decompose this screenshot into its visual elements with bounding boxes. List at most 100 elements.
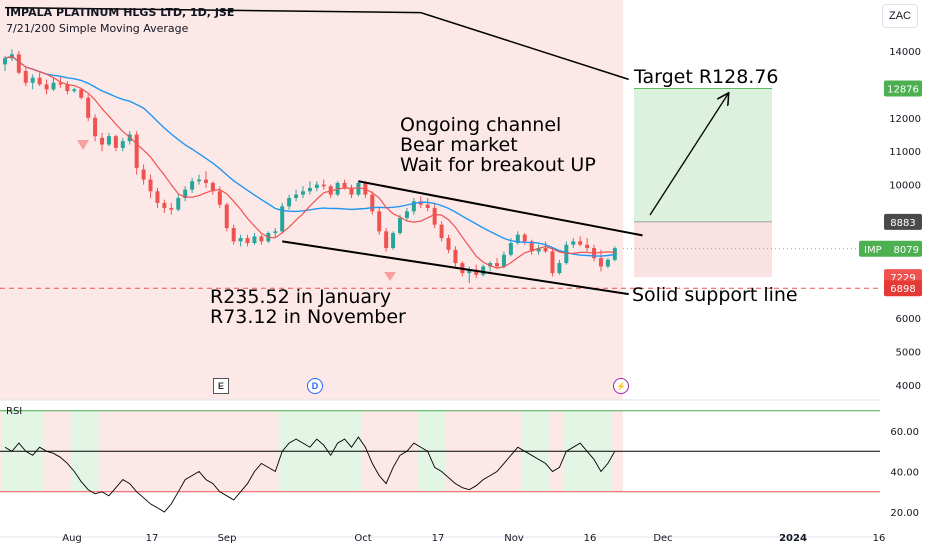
candle-body	[224, 204, 229, 229]
price-axis-tick: 11000	[889, 147, 921, 158]
indicator-legend: 7/21/200 Simple Moving Average	[6, 22, 189, 35]
candle-body	[72, 89, 77, 92]
breakout-arrow	[649, 94, 728, 216]
candle-body	[564, 244, 569, 264]
channel-upper-line	[358, 180, 643, 237]
candle-body	[370, 194, 375, 212]
currency-button[interactable]: ZAC	[882, 4, 918, 28]
earnings-event-icon[interactable]: E	[213, 378, 229, 394]
time-axis-tick: Aug	[62, 533, 82, 544]
price-axis-tick: 5000	[896, 348, 921, 359]
price-axis-tick: 12000	[889, 114, 921, 125]
candle-body	[245, 238, 250, 244]
time-axis-tick: 16	[873, 533, 886, 544]
candle-body	[273, 231, 278, 234]
candle-body	[231, 228, 236, 242]
entry-price-tag-bg	[884, 213, 922, 230]
candle-body	[384, 231, 389, 249]
candle-body	[418, 201, 423, 205]
time-axis-tick: 2024	[779, 533, 807, 544]
candle-body	[93, 117, 98, 137]
dividend-event-icon[interactable]: D	[307, 378, 323, 394]
candle-body	[342, 182, 347, 188]
support-price-tag-bg	[884, 280, 922, 297]
candle-body	[453, 249, 458, 264]
candle-body	[446, 238, 451, 250]
candle-body	[557, 263, 562, 274]
sell-signal-icon	[77, 140, 89, 150]
candle-body	[79, 89, 84, 98]
rsi-axis-tick: 60.00	[890, 427, 919, 438]
candle-body	[162, 202, 167, 208]
flash-event-icon[interactable]: ⚡	[613, 378, 629, 394]
price-axis-tick: 14000	[889, 47, 921, 58]
target-annotation: Target R128.76	[634, 66, 779, 88]
ticker-tag: IMP	[864, 245, 882, 256]
chart-title: IMPALA PLATINUM HLGS LTD, 1D, JSE	[6, 6, 235, 19]
time-axis-tick: Oct	[354, 533, 371, 544]
candle-body	[377, 211, 382, 232]
candle-body	[148, 179, 153, 192]
candle-body	[404, 211, 409, 218]
channel-annotation-2: Bear market	[400, 134, 518, 156]
candle-body	[280, 206, 285, 232]
rsi-axis-tick: 40.00	[890, 468, 919, 479]
candle-body	[86, 97, 91, 118]
candle-body	[432, 207, 437, 225]
sell-signal-icon	[384, 272, 396, 281]
last-price-tag-bg	[859, 240, 922, 257]
entry-price-tag: 8883	[890, 218, 915, 229]
history-annotation-2: R73.12 in November	[210, 306, 406, 328]
candle-body	[58, 82, 63, 85]
candle-body	[578, 241, 583, 245]
candle-body	[474, 269, 479, 275]
candle-body	[467, 269, 472, 274]
candle-body	[550, 251, 555, 274]
stop-zone	[634, 221, 772, 278]
time-axis-tick: 17	[146, 533, 159, 544]
candle-body	[113, 136, 118, 148]
time-axis-tick: 17	[432, 533, 445, 544]
candle-body	[120, 141, 125, 148]
candle-body	[197, 179, 202, 182]
target-price-tag-bg	[884, 80, 922, 97]
sma7-line	[4, 55, 615, 269]
candle-body	[37, 77, 42, 85]
rsi-line	[4, 436, 616, 513]
candle-body	[314, 184, 319, 188]
candle-body	[536, 248, 541, 252]
history-annotation-1: R235.52 in January	[210, 286, 392, 308]
candle-body	[16, 54, 21, 73]
candle-body	[612, 248, 617, 260]
sma200-line	[4, 6, 629, 81]
candle-body	[3, 58, 7, 65]
candle-body	[155, 191, 160, 203]
candle-body	[425, 204, 430, 208]
candle-body	[23, 71, 28, 83]
time-axis-tick: Sep	[218, 533, 237, 544]
candle-body	[571, 241, 576, 245]
candle-body	[411, 201, 416, 212]
candle-body	[238, 238, 243, 242]
candle-body	[543, 248, 548, 252]
candle-body	[515, 234, 520, 244]
price-axis-tick: 10000	[889, 181, 921, 192]
candle-body	[585, 244, 590, 249]
support-annotation: Solid support line	[632, 284, 798, 306]
rsi-title: RSI	[6, 406, 23, 417]
bear-market-background	[0, 0, 623, 400]
channel-annotation-3: Wait for breakout UP	[400, 154, 596, 176]
candle-body	[30, 77, 35, 83]
candle-body	[349, 187, 354, 195]
candle-body	[508, 243, 513, 255]
candle-body	[294, 194, 299, 198]
candle-body	[356, 182, 361, 195]
candle-body	[169, 207, 174, 210]
candle-body	[398, 218, 403, 234]
candle-body	[522, 234, 527, 242]
candle-body	[217, 191, 222, 205]
candle-body	[605, 259, 610, 267]
candle-body	[44, 84, 49, 90]
price-axis-tick: 6000	[896, 314, 921, 325]
